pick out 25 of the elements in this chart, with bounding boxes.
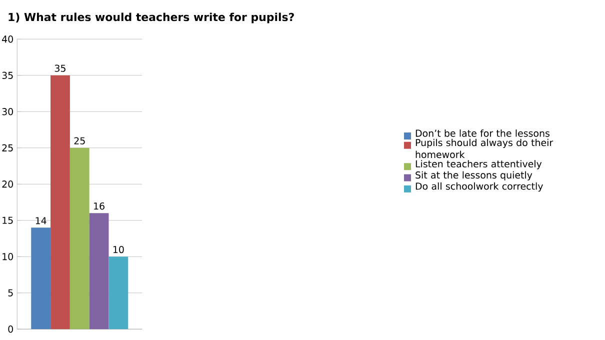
legend-label: Pupils should always do their homework xyxy=(416,138,554,158)
data-label: 35 xyxy=(54,64,66,72)
y-tick-label: 25 xyxy=(2,144,13,152)
legend-label: Listen teachers attentively xyxy=(416,160,542,170)
data-label: 10 xyxy=(113,246,124,254)
data-label: 25 xyxy=(74,137,85,144)
y-tick-label: 30 xyxy=(2,108,13,116)
y-tick-label: 0 xyxy=(8,326,13,333)
y-tick-label: 15 xyxy=(2,216,13,224)
bar xyxy=(89,213,109,330)
bar xyxy=(31,228,51,330)
y-tick-label: 35 xyxy=(2,72,13,79)
y-tick-label: 40 xyxy=(2,36,13,43)
bar xyxy=(108,256,128,330)
legend-label: Sit at the lessons quietly xyxy=(416,171,532,180)
y-tick-label: 10 xyxy=(2,253,13,260)
data-label: 16 xyxy=(94,202,104,210)
bar xyxy=(70,148,90,330)
y-tick-label: 20 xyxy=(2,180,13,188)
legend-label: Do all schoolwork correctly xyxy=(416,182,543,192)
data-label: 14 xyxy=(36,217,46,224)
bar xyxy=(50,75,70,330)
y-tick-label: 5 xyxy=(8,289,13,296)
chart-title: 1) What rules would teachers write for pupils? xyxy=(8,12,294,24)
legend-label: Don’t be late for the lessons xyxy=(416,130,550,137)
